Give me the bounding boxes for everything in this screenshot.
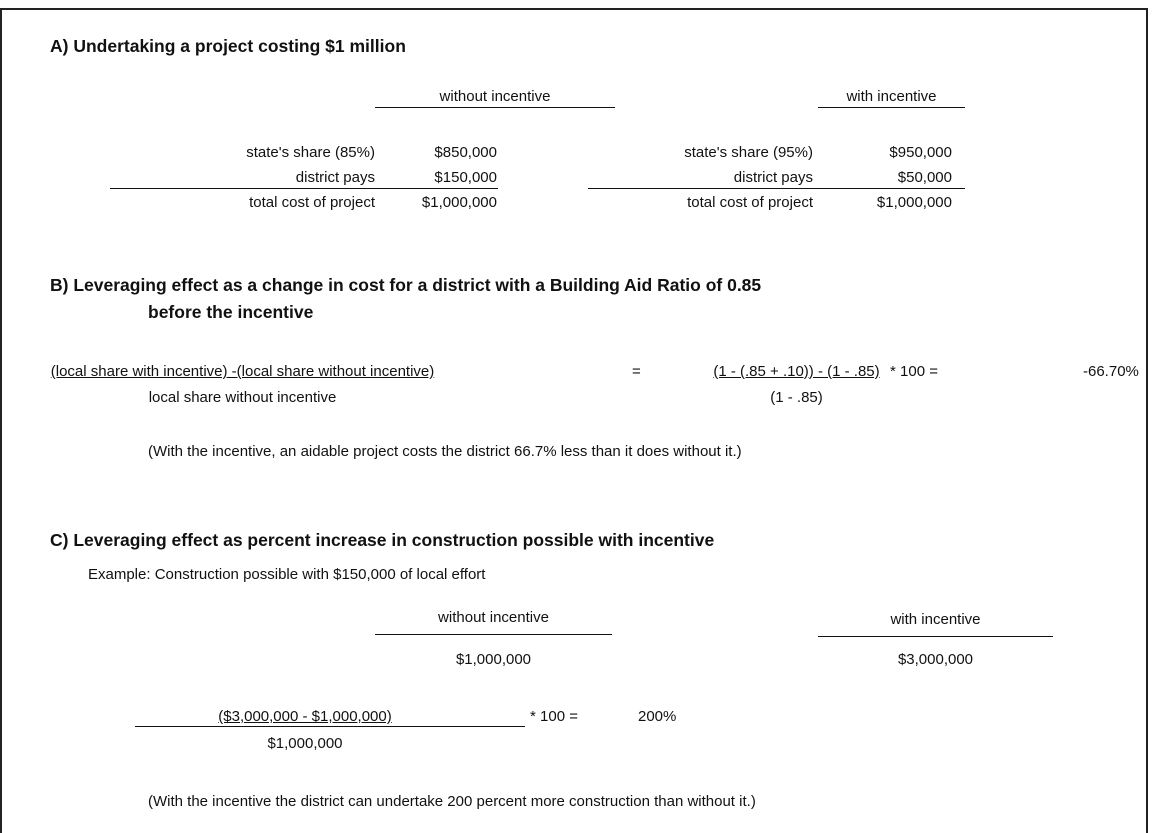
rule: [375, 634, 612, 635]
column-header: without incentive: [438, 609, 549, 626]
row-value: $950,000: [889, 144, 952, 161]
column-value: $1,000,000: [455, 651, 532, 668]
fraction-numerator: (1 - (.85 + .10)) - (1 - .85): [713, 363, 880, 380]
section-title: A) Undertaking a project costing $1 mill…: [50, 36, 406, 56]
note: (With the incentive the district can und…: [148, 793, 756, 810]
row-label: district pays: [295, 169, 375, 186]
row-value: $150,000: [434, 169, 497, 186]
example: Example: Construction possible with $150…: [88, 566, 486, 583]
row-value: $850,000: [434, 144, 497, 161]
fraction-denominator: $1,000,000: [267, 735, 343, 752]
rule: [588, 188, 965, 189]
note: (With the incentive, an aidable project …: [148, 443, 742, 460]
column-header: with incentive: [890, 611, 981, 628]
column-header: without incentive: [439, 88, 551, 105]
rule: [818, 107, 965, 108]
fraction-numerator: ($3,000,000 - $1,000,000): [218, 708, 392, 725]
row-value: $50,000: [897, 169, 952, 186]
rule: [818, 636, 1053, 637]
rule: [110, 188, 498, 189]
row-label: state's share (85%): [246, 144, 375, 161]
section-title: B) Leveraging effect as a change in cost…: [50, 275, 762, 295]
multiplier: * 100 =: [530, 708, 578, 725]
section-title: before the incentive: [148, 302, 314, 322]
result: -66.70%: [1083, 363, 1139, 380]
section-title: C) Leveraging effect as percent increase…: [50, 530, 715, 550]
rule: [135, 726, 525, 727]
row-value: $1,000,000: [876, 194, 952, 211]
column-value: $3,000,000: [897, 651, 974, 668]
row-label: total cost of project: [249, 194, 375, 211]
rule: [375, 107, 615, 108]
fraction-denominator: (1 - .85): [770, 389, 823, 406]
row-label: total cost of project: [687, 194, 813, 211]
equals: =: [632, 363, 641, 380]
row-label: district pays: [733, 169, 813, 186]
column-header: with incentive: [846, 88, 937, 105]
frame: [0, 8, 1148, 833]
fraction-denominator: local share without incentive: [148, 389, 337, 406]
multiplier: * 100 =: [890, 363, 938, 380]
row-value: $1,000,000: [421, 194, 497, 211]
row-label: state's share (95%): [684, 144, 813, 161]
result: 200%: [638, 708, 677, 725]
fraction-numerator: (local share with incentive) -(local sha…: [50, 363, 435, 380]
